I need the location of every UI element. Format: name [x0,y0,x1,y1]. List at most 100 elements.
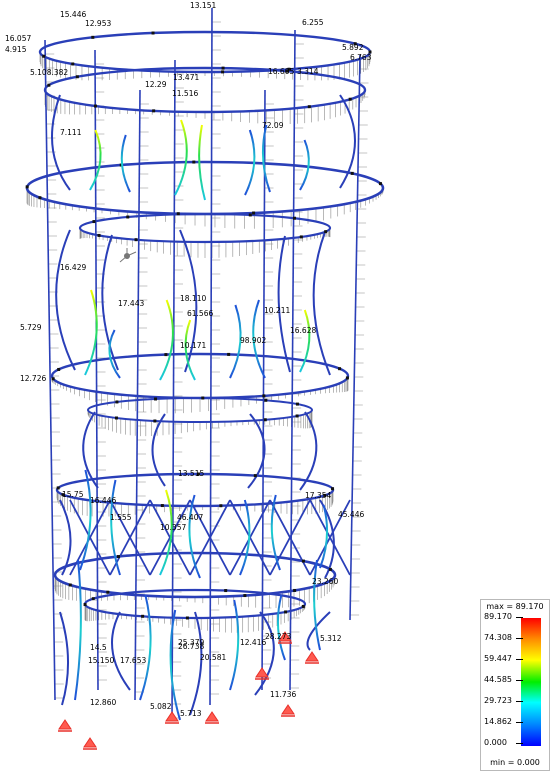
value-label: 5.108.382 [30,68,68,77]
column [289,29,296,691]
moment-diagrams-group [74,119,329,721]
node-marker [152,109,156,113]
floor-ring [38,30,372,74]
node-marker [328,567,332,571]
value-label: 25.379 [178,638,204,647]
value-label: 12.860 [90,698,116,707]
node-marker [71,62,75,66]
legend-gradient-bar [521,618,541,746]
node-marker [164,353,168,357]
node-marker [117,555,121,559]
value-label: 15.75 [62,490,84,499]
moment-diagram-line [84,289,98,376]
deformed-member [59,611,69,706]
floor-ring [87,397,313,423]
value-label: 11.516 [172,89,198,98]
node-marker [154,397,158,401]
pin-support-icon [165,711,179,722]
node-marker [338,367,342,371]
floor-ring [78,212,332,244]
moment-diagram-line [184,319,196,381]
value-label: 10.211 [264,306,290,315]
moment-diagram-line [110,479,121,576]
deformed-member [151,413,166,487]
node-marker [292,216,296,220]
moment-diagram-line [74,559,82,701]
node-marker [378,182,382,186]
node-marker [57,367,61,371]
value-label: 14.5 [90,643,107,652]
deformed-member [306,611,331,651]
moment-diagram-line [159,489,173,576]
value-label: 5.713 [180,709,202,718]
node-marker [75,75,79,79]
value-label: 10.357 [160,523,186,532]
value-label: 12.416 [240,638,266,647]
moment-diagram-line [159,299,174,381]
node-marker [91,597,95,601]
node-marker [348,97,352,101]
value-label: 23.260 [312,577,338,586]
value-label: 20.581 [200,653,226,662]
moment-diagram-line [89,129,102,191]
node-marker [345,376,349,380]
value-label: 1.555 [110,513,132,522]
deformed-member [312,231,331,376]
deformed-member [299,411,318,491]
value-label: 16.057 [5,34,31,43]
node-marker [293,588,297,592]
moment-diagram-line [313,559,321,651]
node-marker [264,398,268,402]
column [171,59,176,721]
node-marker [47,83,51,87]
node-marker [176,212,180,216]
deformed-member [111,611,131,691]
node-marker [350,171,354,175]
floor-ring [53,551,337,599]
deformed-member [101,234,119,371]
node-marker [141,614,145,618]
supports-group [58,631,319,750]
node-marker [25,185,29,189]
node-marker [221,70,225,74]
pin-support-icon [255,667,269,678]
moment-diagram-line [174,119,188,196]
legend-min-label: min = 0.000 [490,758,540,767]
deformed-member [254,611,275,696]
value-label: 5.082 [150,702,172,711]
node-marker [248,213,252,217]
value-label: 16.429 [60,263,86,272]
value-label: 16.446 [90,496,116,505]
value-label: 16.628 [290,326,316,335]
value-label: 12.29 [145,80,167,89]
value-label: 12.953 [85,19,111,28]
node-marker [262,394,266,398]
moment-diagram-line [120,134,131,193]
value-label: 15.150 [88,656,114,665]
moment-diagram-line [79,469,92,571]
frame-members-group [25,7,385,721]
node-marker [295,402,299,406]
value-label: 6.255 [302,18,324,27]
value-label: 17.443 [118,299,144,308]
value-label: 4.915 [5,45,27,54]
node-marker [91,35,95,39]
deformed-member [82,411,99,489]
value-label: 6.763 [350,53,372,62]
node-marker [295,414,299,418]
pin-support-icon [205,711,219,722]
moment-diagram-line [244,129,256,196]
node-marker [324,230,328,234]
value-label: 5.729 [20,323,42,332]
moment-diagram-line [139,594,152,701]
axis-triad [119,248,137,263]
node-marker [134,238,138,242]
node-marker [114,416,118,420]
node-marker [301,559,305,563]
pin-support-icon [58,719,72,730]
pin-support-icon [305,651,319,662]
node-marker [301,604,305,608]
value-label: 16.605 [268,67,294,76]
